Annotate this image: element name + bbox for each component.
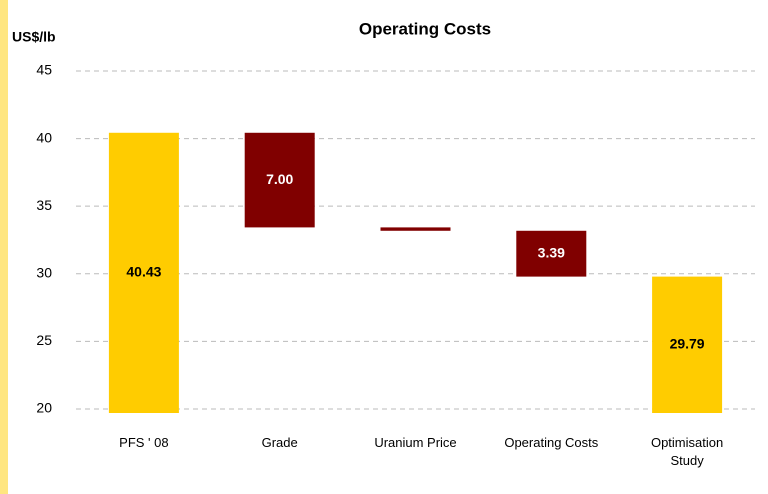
y-tick-label: 25	[36, 332, 52, 348]
bar	[652, 276, 723, 413]
bar	[380, 227, 451, 231]
x-tick-label: Optimisation Study	[650, 435, 724, 468]
chart-title: Operating Costs	[359, 19, 491, 38]
value-label: 29.79	[670, 336, 705, 352]
y-tick-label: 45	[36, 62, 52, 78]
side-strip	[0, 0, 8, 494]
y-tick-label: 30	[36, 264, 52, 280]
x-tick-label: Grade	[261, 435, 298, 450]
y-axis-label: US$/lb	[12, 29, 56, 45]
bar	[108, 132, 179, 413]
bar	[244, 132, 315, 228]
y-tick-label: 35	[36, 197, 52, 213]
value-label: 40.43	[126, 264, 161, 280]
x-tick-label: Uranium Price	[374, 435, 457, 450]
x-tick-label: PFS ' 08	[119, 435, 169, 450]
y-tick-label: 20	[36, 400, 52, 416]
bar	[516, 230, 587, 277]
x-tick-label: Operating Costs	[504, 435, 599, 450]
y-tick-label: 40	[36, 129, 52, 145]
value-label: 3.39	[538, 244, 565, 260]
value-label: 7.00	[266, 171, 293, 187]
